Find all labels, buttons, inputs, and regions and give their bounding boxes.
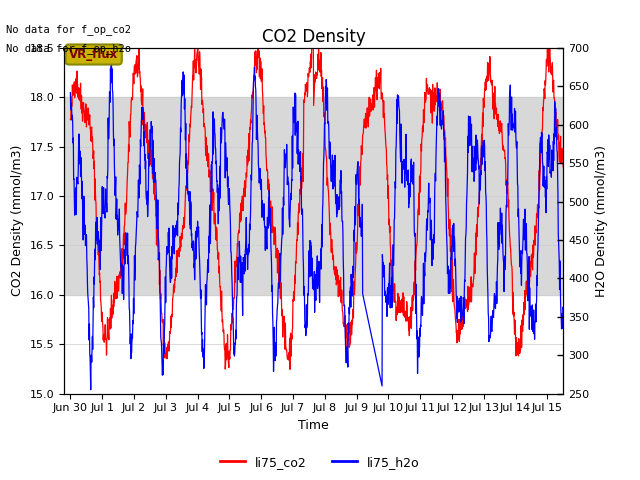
Bar: [64, 97, 563, 295]
X-axis label: Time: Time: [298, 419, 329, 432]
Title: CO2 Density: CO2 Density: [262, 28, 365, 47]
Legend: li75_co2, li75_h2o: li75_co2, li75_h2o: [215, 451, 425, 474]
Text: No data for f_op_co2: No data for f_op_co2: [6, 24, 131, 35]
Y-axis label: H2O Density (mmol/m3): H2O Density (mmol/m3): [595, 145, 608, 297]
Text: No data for f_op_h2o: No data for f_op_h2o: [6, 43, 131, 54]
Y-axis label: CO2 Density (mmol/m3): CO2 Density (mmol/m3): [11, 145, 24, 297]
Text: VR_flux: VR_flux: [69, 48, 118, 61]
